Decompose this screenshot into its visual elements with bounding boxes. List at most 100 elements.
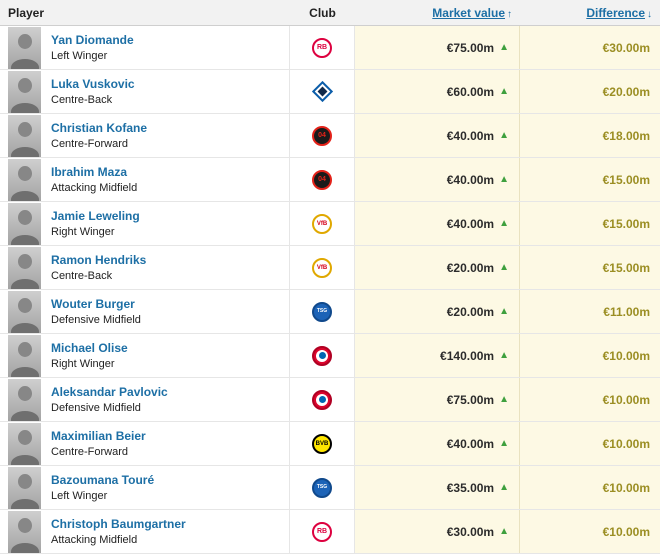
player-photo[interactable] — [8, 422, 41, 465]
market-value: €30.00m — [446, 524, 495, 539]
difference-value: €18.00m — [602, 128, 650, 143]
table-row: Wouter Burger Defensive Midfield TSG €20… — [0, 290, 660, 334]
player-photo-shoulders-silhouette — [10, 366, 39, 377]
table-row: Luka Vuskovic Centre-Back €60.00m ▲ €20.… — [0, 70, 660, 114]
market-value-cell: €140.00m ▲ — [355, 334, 520, 377]
difference-sort-label: Difference — [586, 5, 645, 20]
player-name-link[interactable]: Jamie Leweling — [51, 208, 140, 223]
player-photo[interactable] — [8, 114, 41, 157]
player-cell: Christian Kofane Centre-Forward — [0, 114, 290, 157]
player-cell: Aleksandar Pavlovic Defensive Midfield — [0, 378, 290, 421]
player-info: Michael Olise Right Winger — [51, 341, 128, 370]
club-logo-core-shape — [318, 396, 326, 403]
player-photo[interactable] — [8, 378, 41, 421]
club-logo-borussia-dortmund[interactable]: BVB — [312, 433, 332, 454]
difference-cell: €10.00m — [520, 334, 660, 377]
difference-value: €10.00m — [602, 348, 650, 363]
market-value: €35.00m — [446, 480, 495, 495]
table-row: Jamie Leweling Right Winger VfB €40.00m … — [0, 202, 660, 246]
difference-cell: €11.00m — [520, 290, 660, 333]
club-cell: VfB — [290, 246, 355, 289]
market-value: €40.00m — [446, 172, 495, 187]
club-logo-hamburger-sv[interactable] — [311, 80, 333, 103]
player-photo[interactable] — [8, 290, 41, 333]
player-photo[interactable] — [8, 246, 41, 289]
market-value-cell: €20.00m ▲ — [355, 290, 520, 333]
player-name-link[interactable]: Luka Vuskovic — [51, 76, 135, 91]
player-name-link[interactable]: Michael Olise — [51, 340, 128, 355]
increase-arrow-icon: ▲ — [499, 217, 509, 229]
increase-arrow-icon: ▲ — [499, 481, 509, 493]
difference-value: €10.00m — [602, 436, 650, 451]
club-logo-bayern-munich[interactable] — [312, 345, 332, 366]
difference-value: €11.00m — [603, 304, 650, 319]
club-logo-label: VfB — [316, 220, 328, 227]
player-position: Defensive Midfield — [51, 402, 141, 415]
club-logo-rb-leipzig[interactable]: RB — [312, 521, 332, 542]
market-value-cell: €20.00m ▲ — [355, 246, 520, 289]
difference-cell: €10.00m — [520, 466, 660, 509]
table-row: Michael Olise Right Winger €140.00m ▲ €1… — [0, 334, 660, 378]
player-photo-head-silhouette — [17, 297, 32, 313]
difference-value: €15.00m — [602, 260, 650, 275]
player-info: Luka Vuskovic Centre-Back — [51, 77, 135, 106]
player-name-link[interactable]: Bazoumana Touré — [51, 472, 155, 487]
increase-arrow-icon: ▲ — [499, 261, 509, 273]
club-logo-tsg-hoffenheim[interactable]: TSG — [312, 477, 332, 498]
market-value: €75.00m — [446, 40, 495, 55]
player-name-link[interactable]: Ibrahim Maza — [51, 164, 128, 179]
club-logo-rb-leipzig[interactable]: RB — [312, 37, 332, 58]
table-row: Christoph Baumgartner Attacking Midfield… — [0, 510, 660, 554]
player-name-link[interactable]: Maximilian Beier — [51, 428, 146, 443]
player-name-link[interactable]: Christoph Baumgartner — [51, 516, 186, 531]
player-name-link[interactable]: Aleksandar Pavlovic — [51, 384, 168, 399]
player-name-link[interactable]: Christian Kofane — [51, 120, 148, 135]
player-photo-head-silhouette — [17, 473, 32, 489]
player-photo-head-silhouette — [17, 121, 32, 137]
player-cell: Bazoumana Touré Left Winger — [0, 466, 290, 509]
club-logo-bayer-leverkusen[interactable]: 04 — [312, 125, 332, 146]
player-position: Defensive Midfield — [51, 314, 141, 327]
player-name-link[interactable]: Yan Diomande — [51, 32, 134, 47]
club-logo-tsg-hoffenheim[interactable]: TSG — [312, 301, 332, 322]
player-photo[interactable] — [8, 510, 41, 553]
player-position: Attacking Midfield — [51, 182, 138, 195]
player-photo[interactable] — [8, 70, 41, 113]
player-photo[interactable] — [8, 466, 41, 509]
club-logo-inner-shape — [316, 349, 328, 362]
difference-value: €10.00m — [602, 524, 650, 539]
table-row: Ramon Hendriks Centre-Back VfB €20.00m ▲… — [0, 246, 660, 290]
player-info: Christoph Baumgartner Attacking Midfield — [51, 517, 186, 546]
difference-value: €15.00m — [602, 216, 650, 231]
player-name-link[interactable]: Ramon Hendriks — [51, 252, 147, 267]
player-position: Left Winger — [51, 490, 108, 503]
player-info: Jamie Leweling Right Winger — [51, 209, 140, 238]
player-info: Bazoumana Touré Left Winger — [51, 473, 154, 502]
player-photo[interactable] — [8, 158, 41, 201]
club-cell — [290, 378, 355, 421]
club-logo-bayer-leverkusen[interactable]: 04 — [312, 169, 332, 190]
difference-cell: €20.00m — [520, 70, 660, 113]
player-position: Left Winger — [51, 50, 108, 63]
player-photo-shoulders-silhouette — [10, 542, 39, 553]
player-photo[interactable] — [8, 26, 41, 69]
player-info: Maximilian Beier Centre-Forward — [51, 429, 146, 458]
club-logo-inner-shape — [316, 393, 328, 406]
increase-arrow-icon: ▲ — [499, 393, 509, 405]
club-cell: BVB — [290, 422, 355, 465]
player-photo[interactable] — [8, 334, 41, 377]
difference-sort-link[interactable]: Difference ↓ — [586, 6, 652, 20]
player-name-link[interactable]: Wouter Burger — [51, 296, 135, 311]
market-value-cell: €75.00m ▲ — [355, 378, 520, 421]
difference-value: €15.00m — [602, 172, 650, 187]
market-value-sort-link[interactable]: Market value ↑ — [432, 6, 512, 20]
club-logo-bayern-munich[interactable] — [312, 389, 332, 410]
club-cell: RB — [290, 510, 355, 553]
player-photo-shoulders-silhouette — [10, 322, 39, 333]
difference-value: €30.00m — [602, 40, 650, 55]
player-photo-shoulders-silhouette — [10, 58, 39, 69]
club-logo-vfb-stuttgart[interactable]: VfB — [312, 213, 332, 234]
table-row: Christian Kofane Centre-Forward 04 €40.0… — [0, 114, 660, 158]
club-logo-vfb-stuttgart[interactable]: VfB — [312, 257, 332, 278]
player-photo[interactable] — [8, 202, 41, 245]
